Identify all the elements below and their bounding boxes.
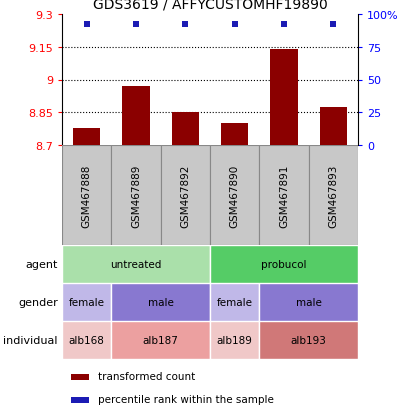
Bar [160, 146, 209, 245]
Text: GSM467888: GSM467888 [81, 164, 92, 227]
Title: GDS3619 / AFFYCUSTOMHF19890: GDS3619 / AFFYCUSTOMHF19890 [92, 0, 326, 11]
Bar [122, 87, 149, 146]
Text: individual: individual [3, 335, 58, 345]
Text: untreated: untreated [110, 259, 161, 269]
Text: alb193: alb193 [290, 335, 326, 345]
Text: probucol: probucol [261, 259, 306, 269]
Text: agent: agent [25, 259, 58, 269]
Bar [259, 146, 308, 245]
Bar [71, 397, 89, 403]
Text: GSM467891: GSM467891 [278, 164, 288, 227]
Bar [209, 321, 259, 359]
Bar [259, 321, 357, 359]
Bar [209, 283, 259, 321]
Bar [270, 50, 297, 146]
Text: female: female [68, 297, 104, 307]
Text: alb168: alb168 [69, 335, 104, 345]
Bar [62, 283, 111, 321]
Text: GSM467889: GSM467889 [131, 164, 141, 227]
Text: alb189: alb189 [216, 335, 252, 345]
Bar [73, 128, 100, 146]
Text: GSM467892: GSM467892 [180, 164, 190, 227]
Bar [171, 113, 198, 146]
Bar [71, 374, 89, 380]
Text: GSM467890: GSM467890 [229, 164, 239, 227]
Bar [111, 321, 209, 359]
Bar [319, 107, 346, 146]
Bar [308, 146, 357, 245]
Bar [111, 146, 160, 245]
Text: transformed count: transformed count [97, 371, 194, 381]
Bar [220, 124, 247, 146]
Text: gender: gender [18, 297, 58, 307]
Bar [62, 146, 111, 245]
Text: female: female [216, 297, 252, 307]
Text: GSM467893: GSM467893 [328, 164, 337, 227]
Text: male: male [147, 297, 173, 307]
Bar [62, 245, 209, 283]
Bar [209, 146, 259, 245]
Text: male: male [295, 297, 321, 307]
Text: percentile rank within the sample: percentile rank within the sample [97, 394, 273, 404]
Bar [209, 245, 357, 283]
Bar [111, 283, 209, 321]
Bar [62, 321, 111, 359]
Text: alb187: alb187 [142, 335, 178, 345]
Bar [259, 283, 357, 321]
